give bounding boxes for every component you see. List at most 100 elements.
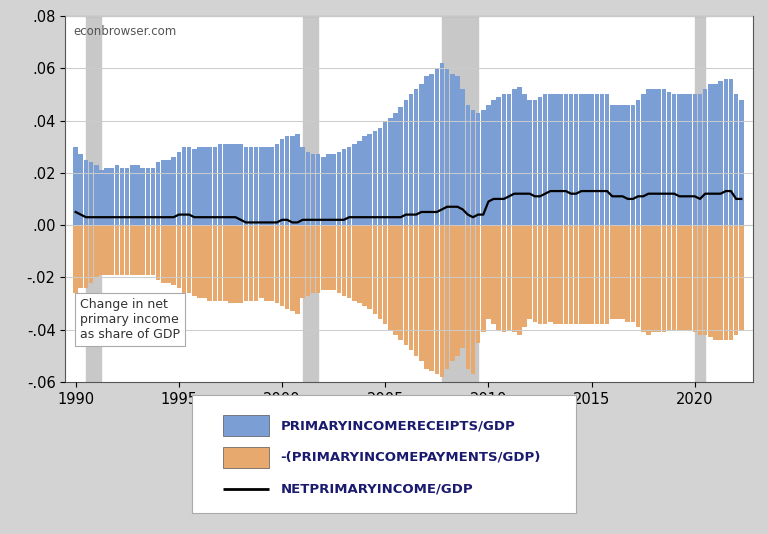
- Bar: [166, 225, 170, 282]
- Bar: [538, 225, 542, 324]
- Bar: [285, 136, 290, 225]
- Bar: [600, 95, 604, 225]
- Bar: [84, 225, 88, 288]
- Bar: [202, 225, 207, 298]
- Bar: [532, 225, 537, 321]
- Bar: [182, 225, 186, 293]
- Bar: [197, 147, 202, 225]
- Bar: [419, 84, 424, 225]
- Bar: [275, 225, 279, 303]
- Bar: [135, 165, 140, 225]
- Bar: [682, 225, 687, 329]
- Bar: [156, 162, 161, 225]
- Bar: [695, 16, 705, 382]
- Bar: [290, 225, 295, 311]
- Bar: [672, 225, 677, 329]
- Bar: [73, 225, 78, 293]
- Bar: [558, 225, 563, 324]
- Bar: [553, 95, 558, 225]
- Bar: [171, 157, 176, 225]
- Bar: [471, 225, 475, 374]
- Bar: [275, 144, 279, 225]
- Bar: [243, 147, 248, 225]
- Bar: [476, 225, 480, 343]
- Bar: [723, 78, 728, 225]
- Bar: [104, 168, 109, 225]
- Bar: [238, 144, 243, 225]
- Bar: [429, 74, 434, 225]
- Bar: [207, 147, 212, 225]
- Bar: [424, 225, 429, 369]
- Bar: [512, 89, 517, 225]
- Bar: [86, 16, 101, 382]
- Bar: [399, 225, 403, 340]
- Bar: [202, 147, 207, 225]
- Bar: [708, 225, 713, 337]
- Bar: [280, 225, 284, 306]
- Bar: [455, 76, 460, 225]
- Bar: [486, 105, 491, 225]
- Bar: [114, 165, 119, 225]
- Bar: [151, 168, 155, 225]
- Bar: [114, 225, 119, 274]
- Bar: [435, 68, 439, 225]
- Bar: [734, 225, 738, 335]
- Bar: [693, 225, 697, 332]
- Bar: [564, 225, 568, 324]
- Bar: [254, 147, 259, 225]
- FancyBboxPatch shape: [223, 415, 269, 436]
- Bar: [631, 105, 635, 225]
- Bar: [615, 105, 620, 225]
- Bar: [625, 105, 630, 225]
- Bar: [594, 95, 599, 225]
- Text: NETPRIMARYINCOME/GDP: NETPRIMARYINCOME/GDP: [280, 483, 473, 496]
- Bar: [182, 147, 186, 225]
- Bar: [621, 105, 625, 225]
- Bar: [419, 225, 424, 361]
- Bar: [357, 142, 362, 225]
- Bar: [481, 225, 485, 332]
- Bar: [367, 225, 372, 309]
- Bar: [316, 154, 320, 225]
- Bar: [141, 225, 145, 274]
- Bar: [548, 225, 553, 321]
- Bar: [465, 105, 470, 225]
- Bar: [682, 95, 687, 225]
- Bar: [383, 121, 388, 225]
- Bar: [538, 97, 542, 225]
- Bar: [646, 225, 650, 335]
- Bar: [564, 95, 568, 225]
- Bar: [729, 225, 733, 340]
- Bar: [450, 225, 455, 361]
- Bar: [465, 225, 470, 369]
- Bar: [496, 97, 501, 225]
- Bar: [584, 225, 589, 324]
- Bar: [264, 147, 269, 225]
- Bar: [362, 136, 367, 225]
- Bar: [166, 160, 170, 225]
- Bar: [306, 152, 310, 225]
- Bar: [342, 150, 346, 225]
- Bar: [270, 147, 274, 225]
- Bar: [321, 157, 326, 225]
- Bar: [718, 81, 723, 225]
- Bar: [316, 225, 320, 293]
- Bar: [703, 89, 707, 225]
- Bar: [424, 76, 429, 225]
- Bar: [496, 225, 501, 329]
- Bar: [532, 100, 537, 225]
- Bar: [471, 110, 475, 225]
- Bar: [672, 95, 677, 225]
- FancyBboxPatch shape: [223, 447, 269, 468]
- Bar: [321, 225, 326, 290]
- Bar: [569, 225, 573, 324]
- Bar: [409, 225, 413, 350]
- Bar: [73, 147, 78, 225]
- Bar: [610, 105, 614, 225]
- Bar: [125, 168, 130, 225]
- Bar: [156, 225, 161, 280]
- Bar: [151, 225, 155, 274]
- Bar: [615, 225, 620, 319]
- Bar: [295, 225, 300, 314]
- Bar: [677, 95, 682, 225]
